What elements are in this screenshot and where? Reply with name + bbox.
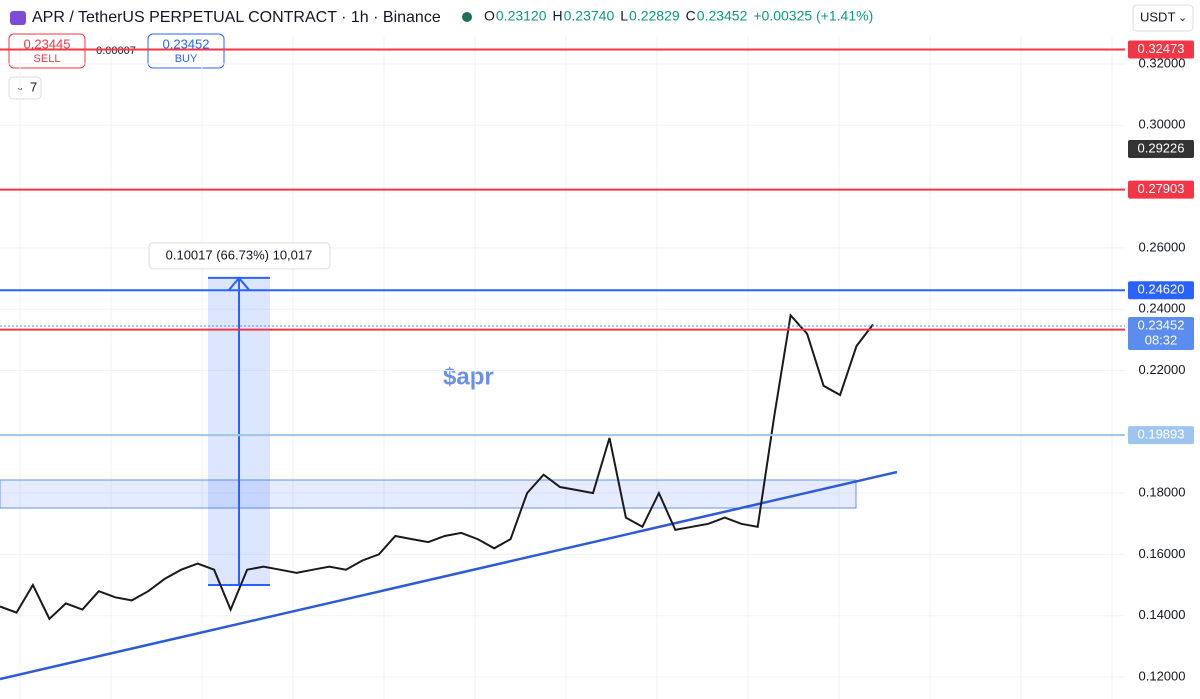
ohlc-key: C xyxy=(686,8,696,24)
current-price-tag xyxy=(1128,316,1194,350)
annotation: $apr xyxy=(443,363,494,390)
y-tick-label: 0.24000 xyxy=(1139,301,1186,316)
y-tick-label: 0.32000 xyxy=(1139,55,1186,70)
price-path xyxy=(0,313,874,621)
marker-tag-label: 0.29226 xyxy=(1138,140,1185,155)
ohlc: O 0.23120 H 0.23740 L 0.22829 C 0.23452 xyxy=(484,8,748,24)
marker-tag xyxy=(1128,140,1194,159)
spread: 0.00007 xyxy=(96,45,136,57)
ohlc-value: 0.23740 xyxy=(564,8,615,24)
change: +0.00325 (+1.41%) xyxy=(753,8,873,24)
price-line-tag-label: 0.24620 xyxy=(1138,282,1185,297)
y-tick-label: 0.12000 xyxy=(1139,668,1186,683)
buy-label: BUY xyxy=(175,53,198,65)
y-tick-label: 0.26000 xyxy=(1139,239,1186,254)
currency: USDT xyxy=(1140,9,1175,24)
plot: 0.32000 0.30000 0.26000 0.24000 0.22000 0.180… xyxy=(0,36,1194,699)
currency-button[interactable] xyxy=(1132,4,1194,32)
price-line-tag-label: 0.19893 xyxy=(1138,427,1185,442)
measure-arrowhead xyxy=(228,276,250,291)
indicator-toggle[interactable] xyxy=(8,76,42,100)
y-tick-label: 0.18000 xyxy=(1139,485,1186,500)
status-dot xyxy=(462,12,472,22)
trendline xyxy=(0,470,898,681)
buy-price: 0.23452 xyxy=(163,36,210,51)
current-price-label: 0.23452 xyxy=(1138,317,1185,332)
countdown: 08:32 xyxy=(1145,332,1178,347)
ohlc-key: H xyxy=(553,8,563,24)
ohlc-key: L xyxy=(620,8,628,24)
ohlc-value: 0.22829 xyxy=(629,8,680,24)
symbol-icon xyxy=(10,11,26,25)
currency-caret: ⌄ xyxy=(1178,12,1187,24)
ohlc-value: 0.23120 xyxy=(496,8,547,24)
price-line-tag xyxy=(1128,426,1194,445)
measure-label-box xyxy=(148,242,331,270)
price-line-tag-label: 0.27903 xyxy=(1138,181,1185,196)
y-tick-label: 0.22000 xyxy=(1139,362,1186,377)
price-line-tag xyxy=(1128,281,1194,300)
sell-price: 0.23445 xyxy=(24,36,71,51)
price-line-tag xyxy=(1128,180,1194,199)
sell-button[interactable] xyxy=(8,33,86,69)
y-tick-label: 0.16000 xyxy=(1139,546,1186,561)
title: APR / TetherUS PERPETUAL CONTRACT · 1h ·… xyxy=(32,9,441,26)
buy-button[interactable] xyxy=(147,33,225,69)
y-tick-label: 0.30000 xyxy=(1139,117,1186,132)
y-tick-label: 0.14000 xyxy=(1139,607,1186,622)
toggle-count: 7 xyxy=(30,79,37,94)
ohlc-key: O xyxy=(484,8,495,24)
ohlc-value: 0.23452 xyxy=(697,8,748,24)
measure-label: 0.10017 (66.73%) 10,017 xyxy=(166,247,313,262)
price-line-tag xyxy=(1128,40,1194,59)
price-line-tag-label: 0.32473 xyxy=(1138,41,1185,56)
zone xyxy=(0,479,857,509)
sell-label: SELL xyxy=(34,53,61,65)
